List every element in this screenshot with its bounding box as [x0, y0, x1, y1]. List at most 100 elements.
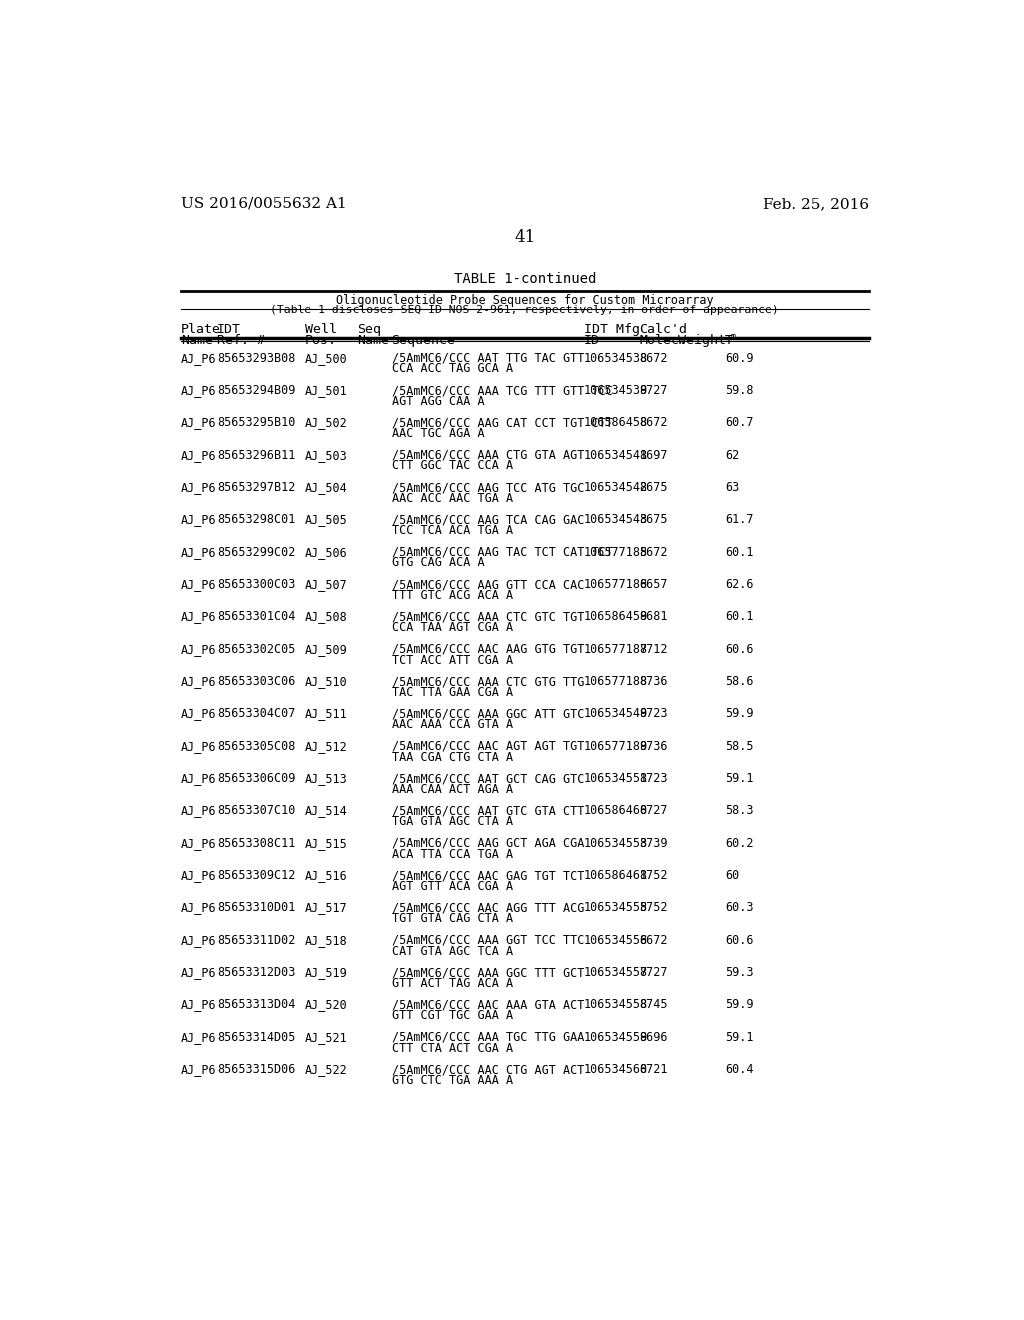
Text: 85653306C09: 85653306C09	[217, 772, 296, 785]
Text: 60.3: 60.3	[725, 902, 754, 915]
Text: 8727: 8727	[640, 804, 668, 817]
Text: /5AmMC6/CCC AAC AAA GTA ACT: /5AmMC6/CCC AAC AAA GTA ACT	[391, 998, 584, 1011]
Text: AAC AAA CCA GTA A: AAC AAA CCA GTA A	[391, 718, 513, 731]
Text: Sequence: Sequence	[391, 334, 456, 347]
Text: AJ_P6: AJ_P6	[180, 1063, 216, 1076]
Text: /5AmMC6/CCC AAG TAC TCT CAT TCT: /5AmMC6/CCC AAG TAC TCT CAT TCT	[391, 545, 612, 558]
Text: GTT CGT TGC GAA A: GTT CGT TGC GAA A	[391, 1010, 513, 1022]
Text: 85653303C06: 85653303C06	[217, 675, 296, 688]
Text: 106534538: 106534538	[584, 351, 648, 364]
Text: /5AmMC6/CCC AAC AGG TTT ACG: /5AmMC6/CCC AAC AGG TTT ACG	[391, 902, 584, 915]
Text: 106586458: 106586458	[584, 416, 648, 429]
Text: /5AmMC6/CCC AAG GCT AGA CGA: /5AmMC6/CCC AAG GCT AGA CGA	[391, 837, 584, 850]
Text: 59.1: 59.1	[725, 1031, 754, 1044]
Text: 8721: 8721	[640, 1063, 668, 1076]
Text: Calc'd: Calc'd	[640, 323, 687, 337]
Text: 85653314D05: 85653314D05	[217, 1031, 296, 1044]
Text: 59.9: 59.9	[725, 998, 754, 1011]
Text: 8675: 8675	[640, 513, 668, 527]
Text: /5AmMC6/CCC AAG GTT CCA CAC: /5AmMC6/CCC AAG GTT CCA CAC	[391, 578, 584, 591]
Text: 60.1: 60.1	[725, 610, 754, 623]
Text: 85653294B09: 85653294B09	[217, 384, 296, 397]
Text: AJ_P6: AJ_P6	[180, 675, 216, 688]
Text: AJ_508: AJ_508	[305, 610, 347, 623]
Text: 106534555: 106534555	[584, 902, 648, 915]
Text: AJ_P6: AJ_P6	[180, 545, 216, 558]
Text: Name: Name	[180, 334, 213, 347]
Text: AJ_507: AJ_507	[305, 578, 347, 591]
Text: Feb. 25, 2016: Feb. 25, 2016	[763, 197, 869, 211]
Text: /5AmMC6/CCC AAC GAG TGT TCT: /5AmMC6/CCC AAC GAG TGT TCT	[391, 869, 584, 882]
Text: 61.7: 61.7	[725, 513, 754, 527]
Text: TCT ACC ATT CGA A: TCT ACC ATT CGA A	[391, 653, 513, 667]
Text: Plate: Plate	[180, 323, 221, 337]
Text: 85653305C08: 85653305C08	[217, 739, 296, 752]
Text: 85653298C01: 85653298C01	[217, 513, 296, 527]
Text: 85653315D06: 85653315D06	[217, 1063, 296, 1076]
Text: 8681: 8681	[640, 610, 668, 623]
Text: 85653312D03: 85653312D03	[217, 966, 296, 979]
Text: AJ_515: AJ_515	[305, 837, 347, 850]
Text: 106534560: 106534560	[584, 1063, 648, 1076]
Text: 59.9: 59.9	[725, 708, 754, 721]
Text: AGT AGG CAA A: AGT AGG CAA A	[391, 395, 484, 408]
Text: /5AmMC6/CCC AAT TTG TAC GTT: /5AmMC6/CCC AAT TTG TAC GTT	[391, 351, 584, 364]
Text: /5AmMC6/CCC AAC AAG GTG TGT: /5AmMC6/CCC AAC AAG GTG TGT	[391, 643, 584, 656]
Text: US 2016/0055632 A1: US 2016/0055632 A1	[180, 197, 346, 211]
Text: AJ_518: AJ_518	[305, 933, 347, 946]
Text: 106577189: 106577189	[584, 739, 648, 752]
Text: 62: 62	[725, 449, 739, 462]
Text: AJ_514: AJ_514	[305, 804, 347, 817]
Text: CCA TAA AGT CGA A: CCA TAA AGT CGA A	[391, 622, 513, 634]
Text: /5AmMC6/CCC AAA CTC GTC TGT: /5AmMC6/CCC AAA CTC GTC TGT	[391, 610, 584, 623]
Text: TABLE 1-continued: TABLE 1-continued	[454, 272, 596, 286]
Text: 85653304C07: 85653304C07	[217, 708, 296, 721]
Text: AJ_516: AJ_516	[305, 869, 347, 882]
Text: 106577186: 106577186	[584, 578, 648, 591]
Text: /5AmMC6/CCC AAA CTG GTA AGT: /5AmMC6/CCC AAA CTG GTA AGT	[391, 449, 584, 462]
Text: AJ_P6: AJ_P6	[180, 643, 216, 656]
Text: AJ_506: AJ_506	[305, 545, 347, 558]
Text: AJ_P6: AJ_P6	[180, 480, 216, 494]
Text: 106586460: 106586460	[584, 804, 648, 817]
Text: 8739: 8739	[640, 837, 668, 850]
Text: 85653308C11: 85653308C11	[217, 837, 296, 850]
Text: 59.3: 59.3	[725, 966, 754, 979]
Text: 85653311D02: 85653311D02	[217, 933, 296, 946]
Text: AJ_P6: AJ_P6	[180, 513, 216, 527]
Text: 60.9: 60.9	[725, 351, 754, 364]
Text: CTT GGC TAC CCA A: CTT GGC TAC CCA A	[391, 459, 513, 473]
Text: AJ_P6: AJ_P6	[180, 998, 216, 1011]
Text: AJ_517: AJ_517	[305, 902, 347, 915]
Text: 106534543: 106534543	[584, 513, 648, 527]
Text: /5AmMC6/CCC AAG TCC ATG TGC: /5AmMC6/CCC AAG TCC ATG TGC	[391, 480, 584, 494]
Text: /5AmMC6/CCC AAA GGC TTT GCT: /5AmMC6/CCC AAA GGC TTT GCT	[391, 966, 584, 979]
Text: IDT: IDT	[217, 323, 241, 337]
Text: 106577187: 106577187	[584, 643, 648, 656]
Text: GTT ACT TAG ACA A: GTT ACT TAG ACA A	[391, 977, 513, 990]
Text: AJ_P6: AJ_P6	[180, 351, 216, 364]
Text: 58.3: 58.3	[725, 804, 754, 817]
Text: 8672: 8672	[640, 545, 668, 558]
Text: TCC TCA ACA TGA A: TCC TCA ACA TGA A	[391, 524, 513, 537]
Text: 106577185: 106577185	[584, 545, 648, 558]
Text: 63: 63	[725, 480, 739, 494]
Text: 85653301C04: 85653301C04	[217, 610, 296, 623]
Text: TAA CGA CTG CTA A: TAA CGA CTG CTA A	[391, 751, 513, 763]
Text: 85653299C02: 85653299C02	[217, 545, 296, 558]
Text: 106534558: 106534558	[584, 998, 648, 1011]
Text: 8672: 8672	[640, 351, 668, 364]
Text: ID: ID	[584, 334, 600, 347]
Text: AJ_500: AJ_500	[305, 351, 347, 364]
Text: /5AmMC6/CCC AAG TCA CAG GAC: /5AmMC6/CCC AAG TCA CAG GAC	[391, 513, 584, 527]
Text: 58.5: 58.5	[725, 739, 754, 752]
Text: 106534551: 106534551	[584, 772, 648, 785]
Text: 8712: 8712	[640, 643, 668, 656]
Text: AJ_505: AJ_505	[305, 513, 347, 527]
Text: 106534559: 106534559	[584, 1031, 648, 1044]
Text: 106534553: 106534553	[584, 837, 648, 850]
Text: /5AmMC6/CCC AAT GTC GTA CTT: /5AmMC6/CCC AAT GTC GTA CTT	[391, 804, 584, 817]
Text: /5AmMC6/CCC AAA TCG TTT GTT TCC: /5AmMC6/CCC AAA TCG TTT GTT TCC	[391, 384, 612, 397]
Text: AJ_513: AJ_513	[305, 772, 347, 785]
Text: 85653293B08: 85653293B08	[217, 351, 296, 364]
